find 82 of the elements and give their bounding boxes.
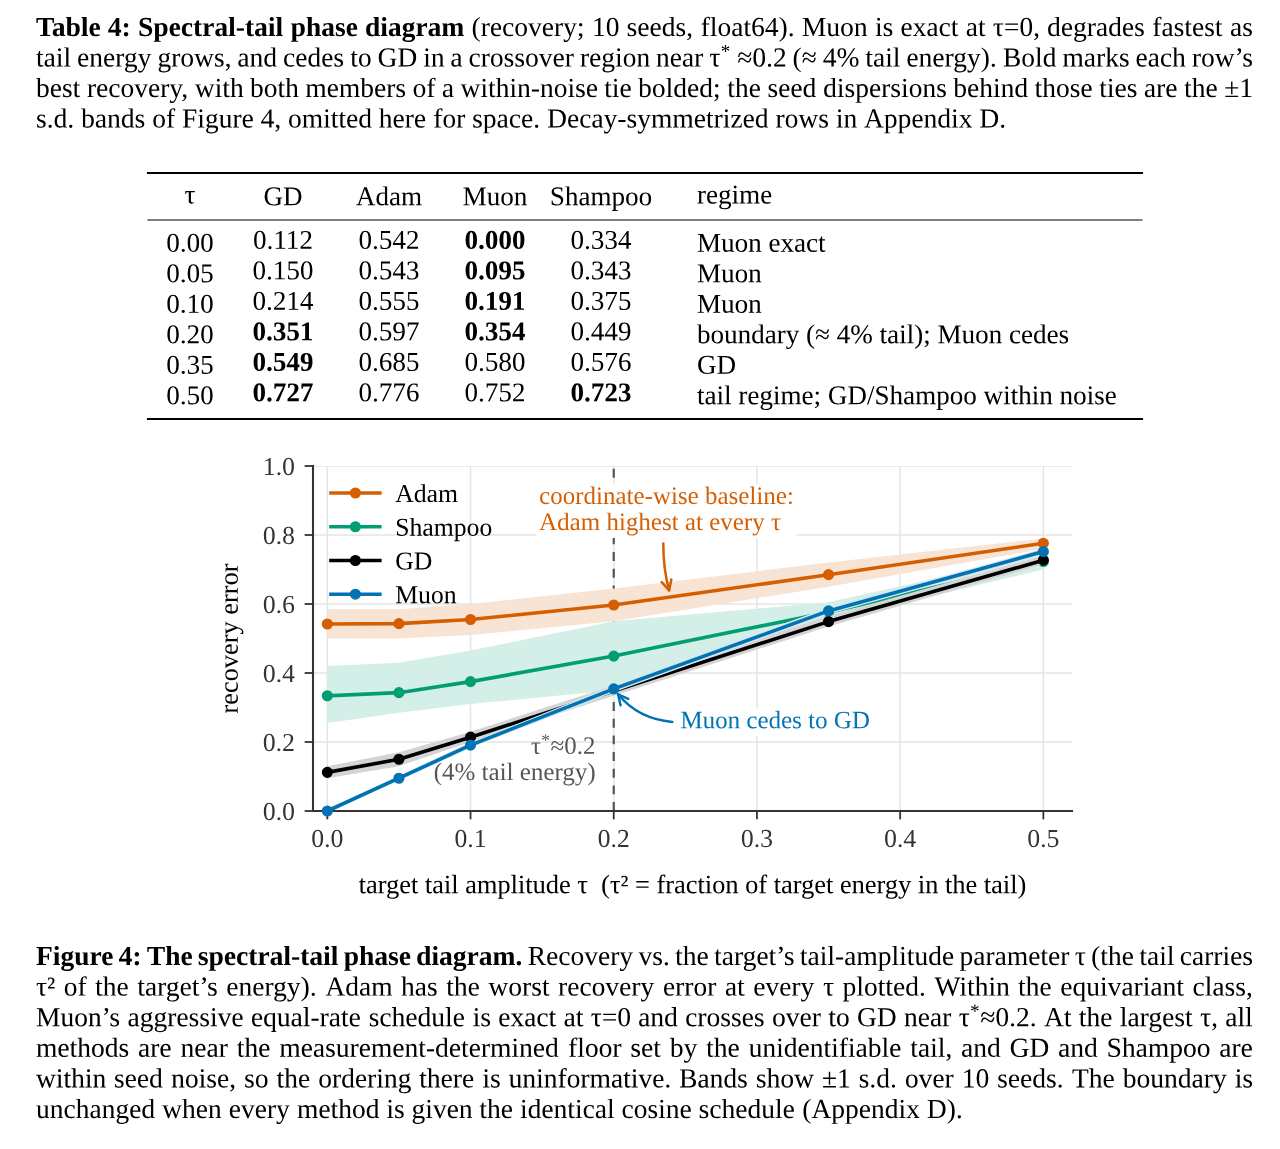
data-label: 0.000	[465, 230, 525, 250]
point	[1037, 546, 1049, 558]
x-tick-label: 0.0	[312, 829, 343, 848]
y-tick-label: 0.35	[167, 355, 213, 375]
data-label: 0.095	[465, 261, 525, 280]
chart-title: Table 4: Spectral-tail phase diagram (recovery; 10 seeds, float64). Muon is exact at τ=0, degrades fastest as tail energy grows, and cedes to GD in a crossover region near τ$^{*}$ ≈0.2 (≈ 4% tail energy). Bold marks each row’s best recovery, with both members of a within-noise tie bolded; the seed dispersions behind those ties are the ±1 s.d. bands of Figure 4, omitted here for space. Decay-symmetrized rows in Appendix D.	[36, 16, 1252, 134]
data-label: 0.555	[359, 291, 419, 311]
data-label: 0.727	[253, 383, 313, 402]
y2-tick-label: tail regime; GD/Shampoo within noise	[697, 385, 1116, 411]
y-tick-label: 0.50	[167, 386, 213, 405]
x-tick-label: 0.4	[885, 829, 916, 848]
point	[464, 613, 477, 626]
data-label: 0.334	[571, 230, 632, 250]
x-tick-label: 0.5	[1028, 829, 1059, 848]
y-tick-label: 0.00	[167, 233, 213, 253]
data-label: 0.549	[253, 352, 313, 372]
x-tick-label: Muon	[463, 187, 527, 206]
data-label: 0.685	[359, 352, 419, 372]
data-label: 0.752	[465, 383, 524, 402]
ref-line-label: τ$^{*}$≈0.2 (4% tail energy)	[434, 734, 595, 786]
x-tick-label: 0.2	[598, 829, 629, 848]
y-tick-label: 0.10	[167, 294, 213, 314]
y-tick-label: 0.0	[263, 802, 294, 821]
point	[608, 599, 620, 611]
point	[464, 676, 477, 688]
y-tick-label: 0.6	[263, 595, 295, 614]
x-tick-label: GD	[264, 187, 302, 206]
point	[393, 772, 405, 784]
point	[393, 687, 405, 699]
point	[321, 618, 333, 630]
text: Figure 4: The spectral-tail phase diagram. Recovery vs. the target’s tail-amplitude parameter τ (the tail carries τ² of the target’s energy). Adam has the worst recovery error at every τ plotted. Within the equivariant class, Muon’s aggressive equal-rate schedule is exact at τ=0 and crosses over to GD near τ$^{*}$≈0.2. At the largest τ, all methods are near the measurement-determined floor set by the unidentifiable tail, and GD and Shampoo are within seed noise, so the ordering there is uninformative. Bands show ±1 s.d. over 10 seeds. The boundary is unchanged when every method is given the identical cosine schedule (Appendix D).	[36, 945, 1253, 1124]
legend-label: Adam	[395, 484, 458, 503]
data-label: 0.597	[359, 322, 419, 341]
y-tick-label: 1.0	[265, 457, 294, 476]
x-tick-label: Shampoo	[551, 186, 652, 211]
x-axis-title: target tail amplitude τ (τ² = fraction of target energy in the tail)	[358, 874, 1026, 899]
point	[822, 569, 835, 581]
y-tick-label: 0.2	[263, 733, 294, 752]
legend-label: Muon	[395, 586, 457, 604]
y-axis-title: recovery error	[225, 563, 244, 714]
y2-tick-label: boundary (≈ 4% tail); Muon cedes	[697, 324, 1069, 350]
y-tick-label: 0.20	[167, 325, 213, 344]
data-label: 0.343	[571, 261, 631, 280]
y-tick-label: 0.4	[263, 664, 295, 683]
y2-tick-label: GD	[698, 355, 736, 374]
point	[608, 650, 620, 662]
legend-label: GD	[396, 552, 432, 570]
y2-tick-label: Muon exact	[697, 233, 826, 252]
annotation: Muon cedes to GD	[681, 710, 869, 729]
point	[321, 690, 333, 702]
data-label: 0.776	[359, 383, 419, 402]
y-tick-label: 0.8	[263, 526, 294, 545]
y-tick-label: 0.05	[167, 264, 213, 283]
data-label: 0.542	[359, 230, 418, 250]
x-tick-label: 0.1	[455, 829, 486, 848]
data-label: 0.375	[571, 291, 631, 311]
point	[321, 766, 333, 778]
point	[822, 616, 835, 628]
point	[464, 739, 477, 751]
y2-tick-label: Muon	[697, 264, 762, 283]
y2-axis-title: regime	[697, 185, 772, 210]
point	[393, 618, 405, 630]
annotation: coordinate-wise baseline: Adam highest at every τ	[539, 486, 792, 536]
point	[608, 683, 620, 695]
data-label: 0.354	[465, 322, 525, 341]
x-tick-label: Adam	[356, 186, 422, 206]
data-label: 0.150	[253, 261, 313, 280]
point	[321, 805, 333, 817]
data-label: 0.191	[465, 291, 525, 311]
data-label: 0.214	[253, 291, 314, 311]
data-label: 0.112	[254, 230, 312, 250]
legend-label: Shampoo	[396, 517, 492, 542]
data-label: 0.543	[359, 261, 419, 280]
x-tick-label: 0.3	[741, 829, 772, 848]
point	[393, 753, 405, 765]
data-label: 0.351	[253, 322, 313, 341]
y2-tick-label: Muon	[697, 294, 762, 313]
data-label: 0.576	[571, 352, 631, 372]
data-label: 0.449	[571, 322, 631, 341]
data-label: 0.723	[571, 383, 631, 402]
data-label: 0.580	[465, 352, 525, 372]
y-axis-title: τ	[185, 191, 195, 204]
